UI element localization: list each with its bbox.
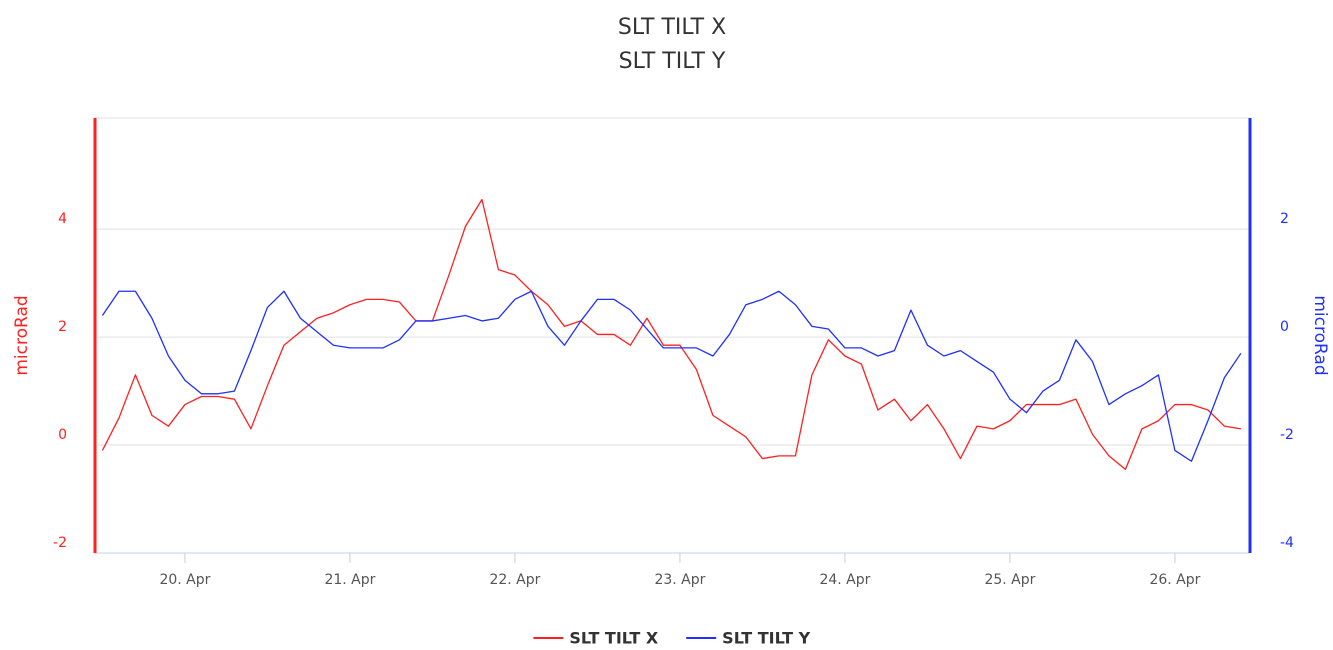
y-tick-label: 0 — [58, 427, 67, 443]
chart-subtitle: SLT TILT Y — [619, 49, 726, 74]
y2-tick-label: 2 — [1280, 211, 1289, 227]
y-tick-label: -2 — [53, 535, 67, 551]
y-tick-label: 4 — [58, 211, 67, 227]
y2-tick-label: 0 — [1280, 319, 1289, 335]
x-tick-label: 23. Apr — [654, 572, 705, 588]
x-tick-label: 21. Apr — [324, 572, 375, 588]
legend-label: SLT TILT Y — [722, 629, 810, 648]
legend: SLT TILT X SLT TILT Y — [533, 629, 811, 648]
y2-axis-title: microRad — [1310, 295, 1330, 375]
x-tick-label: 25. Apr — [984, 572, 1035, 588]
series-line — [101, 290, 1242, 462]
y-axis-title: microRad — [12, 295, 32, 375]
x-tick-label: 26. Apr — [1149, 572, 1200, 588]
series-line — [101, 198, 1242, 470]
x-tick-label: 22. Apr — [489, 572, 540, 588]
chart-title: SLT TILT X — [618, 15, 726, 40]
y-tick-label: 2 — [58, 319, 67, 335]
y2-tick-label: -4 — [1280, 535, 1294, 551]
y2-tick-label: -2 — [1280, 427, 1294, 443]
x-tick-label: 20. Apr — [159, 572, 210, 588]
x-tick-label: 24. Apr — [819, 572, 870, 588]
legend-label: SLT TILT X — [569, 629, 658, 648]
